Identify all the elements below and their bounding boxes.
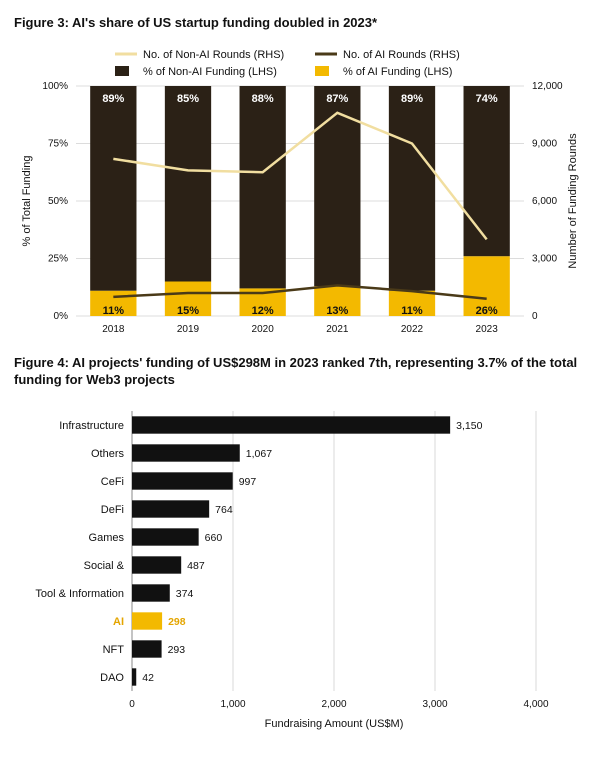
svg-text:26%: 26% [476,305,498,317]
svg-text:487: 487 [187,560,205,572]
svg-text:2020: 2020 [252,324,275,335]
svg-text:11%: 11% [103,305,125,317]
svg-text:13%: 13% [326,305,348,317]
svg-text:Others: Others [91,448,125,460]
svg-text:0: 0 [532,311,538,322]
svg-text:374: 374 [176,588,194,600]
svg-text:100%: 100% [42,81,68,92]
svg-text:3,000: 3,000 [532,253,557,264]
svg-text:2022: 2022 [401,324,424,335]
svg-text:12,000: 12,000 [532,81,563,92]
svg-text:DAO: DAO [100,672,124,684]
svg-text:3,150: 3,150 [456,420,482,432]
figure3-chart: No. of Non-AI Rounds (RHS) No. of AI Roun… [14,40,586,350]
svg-text:1,000: 1,000 [220,699,245,710]
svg-text:997: 997 [239,476,257,488]
svg-text:9,000: 9,000 [532,138,557,149]
svg-text:11%: 11% [401,305,423,317]
svg-text:89%: 89% [401,93,423,105]
svg-text:Number of Funding Rounds: Number of Funding Rounds [567,132,579,268]
svg-text:4,000: 4,000 [523,699,548,710]
svg-text:74%: 74% [476,93,498,105]
svg-text:% of AI Funding (LHS): % of AI Funding (LHS) [343,66,452,78]
svg-text:15%: 15% [177,305,199,317]
svg-text:85%: 85% [177,93,199,105]
svg-text:89%: 89% [102,93,124,105]
svg-text:3,000: 3,000 [422,699,447,710]
svg-text:42: 42 [142,672,154,684]
svg-text:88%: 88% [252,93,274,105]
svg-text:1,067: 1,067 [246,448,272,460]
svg-text:25%: 25% [48,253,68,264]
svg-text:75%: 75% [48,138,68,149]
svg-text:CeFi: CeFi [101,476,124,488]
svg-text:AI: AI [113,616,124,628]
svg-text:0%: 0% [54,311,69,322]
svg-text:No. of AI Rounds (RHS): No. of AI Rounds (RHS) [343,49,460,61]
svg-text:% of Total Funding: % of Total Funding [21,155,33,246]
svg-text:2018: 2018 [102,324,125,335]
svg-text:298: 298 [168,616,186,628]
svg-text:87%: 87% [326,93,348,105]
svg-text:No. of Non-AI Rounds (RHS): No. of Non-AI Rounds (RHS) [143,49,284,61]
svg-text:0: 0 [129,699,135,710]
svg-text:Social &: Social & [84,560,125,572]
figure3-title: Figure 3: AI's share of US startup fundi… [14,14,586,32]
figure4-title: Figure 4: AI projects' funding of US$298… [14,354,586,389]
svg-text:293: 293 [168,644,186,656]
svg-text:Tool & Information: Tool & Information [35,588,124,600]
svg-text:50%: 50% [48,196,68,207]
svg-text:Fundraising Amount (US$M): Fundraising Amount (US$M) [265,718,404,730]
svg-text:6,000: 6,000 [532,196,557,207]
svg-text:2021: 2021 [326,324,349,335]
svg-text:% of Non-AI Funding (LHS): % of Non-AI Funding (LHS) [143,66,277,78]
svg-text:2023: 2023 [476,324,499,335]
figure4-chart: 0 1,000 2,000 3,000 4,000 Infrastructure 3,150… [14,397,586,737]
svg-text:660: 660 [205,532,223,544]
svg-text:Games: Games [89,532,125,544]
svg-text:Infrastructure: Infrastructure [59,420,124,432]
svg-text:764: 764 [215,504,233,516]
svg-text:DeFi: DeFi [101,504,124,516]
svg-text:NFT: NFT [103,644,125,656]
svg-text:2,000: 2,000 [321,699,346,710]
svg-text:2019: 2019 [177,324,200,335]
svg-text:12%: 12% [252,305,274,317]
